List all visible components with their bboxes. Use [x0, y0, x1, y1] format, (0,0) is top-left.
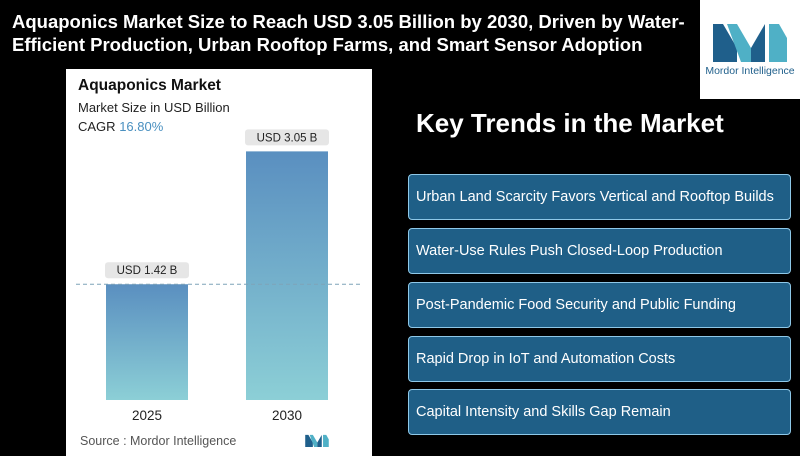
source-text: Source : Mordor Intelligence — [80, 434, 237, 448]
data-label-bg — [105, 262, 189, 279]
data-label: USD 3.05 B — [257, 132, 318, 144]
logo-brand-text: Mordor Intelligence — [705, 65, 795, 77]
mordor-logo: Mordor Intelligence — [700, 0, 800, 99]
chart-subtitle: Market Size in USD Billion — [78, 100, 230, 115]
trend-item: Capital Intensity and Skills Gap Remain — [408, 389, 791, 435]
data-label: USD 1.42 B — [117, 265, 178, 277]
bar-2030 — [246, 151, 328, 400]
trends-title: Key Trends in the Market — [416, 108, 724, 138]
cagr-label: CAGR — [78, 119, 116, 134]
mini-logo-icon — [305, 434, 329, 447]
bar-2025 — [106, 284, 188, 400]
chart-card: USD 1.42 B 2025 USD 3.05 B 2030 Aquaponics … — [66, 69, 372, 456]
bar-chart: USD 1.42 B 2025 USD 3.05 B 2030 — [76, 129, 362, 423]
trend-item: Post-Pandemic Food Security and Public F… — [408, 282, 791, 328]
mordor-logo-icon — [713, 24, 787, 62]
data-label-bg — [245, 129, 329, 146]
cagr-value: 16.80% — [119, 119, 164, 134]
trend-item: Rapid Drop in IoT and Automation Costs — [408, 336, 791, 382]
cagr-row: CAGR 16.80% — [78, 119, 163, 134]
trend-item: Urban Land Scarcity Favors Vertical and … — [408, 174, 791, 220]
headline: Aquaponics Market Size to Reach USD 3.05… — [12, 11, 685, 55]
chart-title: Aquaponics Market — [78, 77, 221, 94]
category-label: 2025 — [132, 408, 162, 423]
trend-item: Water-Use Rules Push Closed-Loop Product… — [408, 228, 791, 274]
category-label: 2030 — [272, 408, 302, 423]
